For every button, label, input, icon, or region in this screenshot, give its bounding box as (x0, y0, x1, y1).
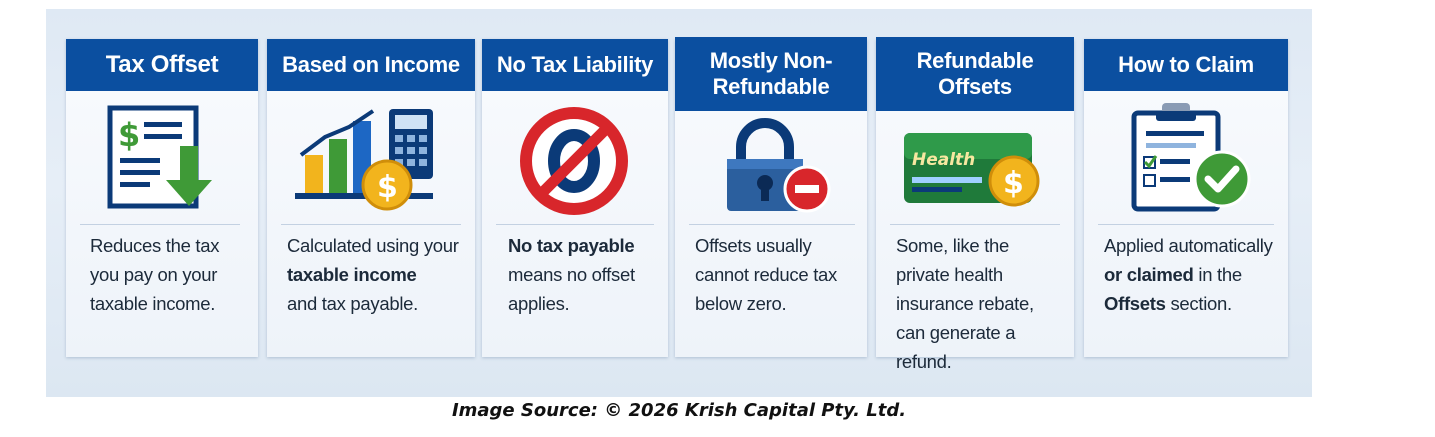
card-title: No Tax Liability (482, 39, 668, 91)
health-card-label: Health (912, 150, 975, 170)
card-divider (689, 224, 855, 225)
card-how-to-claim: How to Claim Applied automatically or cl… (1084, 39, 1288, 357)
card-title: How to Claim (1084, 39, 1288, 91)
clipboard-check-icon (1128, 99, 1258, 220)
card-title: Based on Income (267, 39, 475, 91)
image-source-caption: Image Source: © 2026 Krish Capital Pty. … (451, 400, 907, 421)
card-description: No tax payable means no offset applies. (508, 235, 635, 314)
card-divider (281, 224, 461, 225)
card-title: Refundable Offsets (876, 37, 1074, 111)
card-description: Calculated using your taxable income and… (287, 235, 459, 314)
card-tax-offset: Tax Offset $ Reduces the tax you pay on … (66, 39, 258, 357)
zero-prohibited-icon (516, 105, 632, 220)
card-divider (1098, 224, 1274, 225)
svg-text:$: $ (1003, 166, 1024, 201)
card-description: Some, like the private health insurance … (896, 235, 1034, 372)
card-divider (496, 224, 654, 225)
card-based-on-income: Based on Income $ Calcul (267, 39, 475, 357)
svg-text:$: $ (377, 170, 398, 205)
card-title: Mostly Non- Refundable (675, 37, 867, 111)
tax-document-icon: $ (104, 104, 224, 219)
card-description: Applied automatically or claimed in the … (1104, 235, 1273, 314)
card-description: Offsets usually cannot reduce tax below … (695, 235, 837, 314)
card-title: Tax Offset (66, 39, 258, 91)
padlock-minus-icon (715, 117, 835, 222)
svg-text:$: $ (118, 116, 140, 154)
health-card-dollar-icon: Health $ (902, 121, 1052, 216)
infographic-panel: Tax Offset $ Reduces the tax you pay on … (46, 9, 1312, 397)
card-divider (80, 224, 240, 225)
card-description: Reduces the tax you pay on your taxable … (90, 235, 220, 314)
card-divider (890, 224, 1060, 225)
card-mostly-non-refundable: Mostly Non- Refundable Offsets usually c… (675, 37, 867, 357)
card-no-tax-liability: No Tax Liability No tax payable means no… (482, 39, 668, 357)
income-chart-calculator-icon: $ (293, 103, 443, 218)
card-refundable-offsets: Refundable Offsets Health $ Some, like t… (876, 37, 1074, 372)
